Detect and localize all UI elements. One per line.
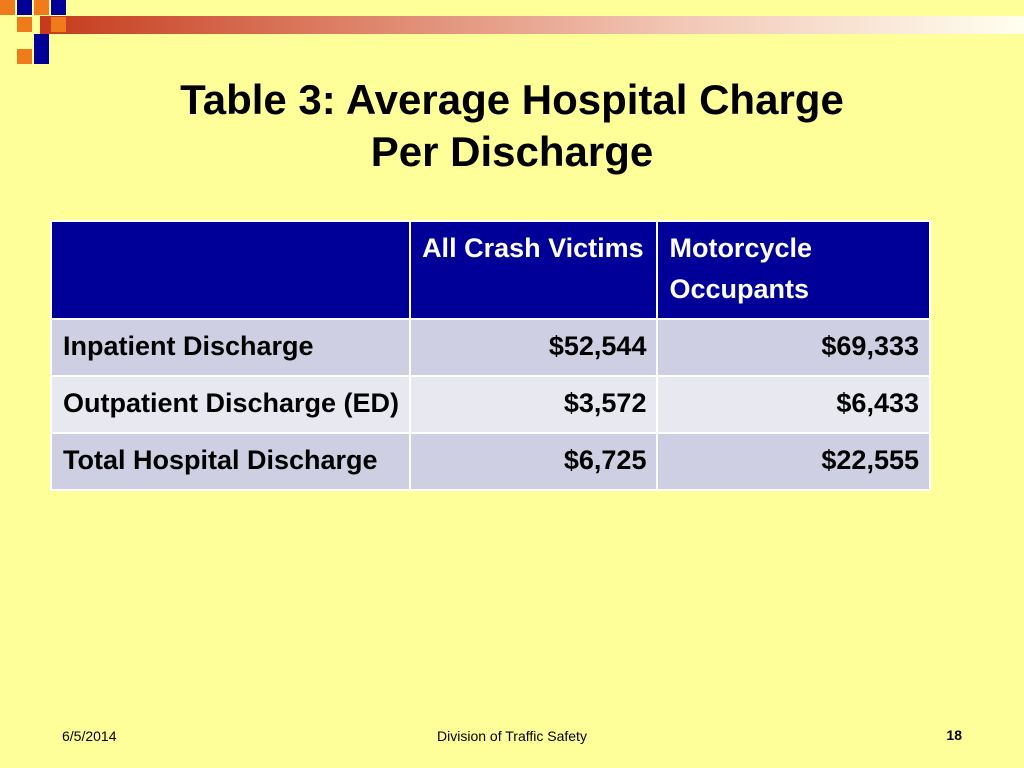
cell-outpatient-motorcycle: $6,433	[656, 375, 931, 434]
header-cell-motorcycle-occupants: Motorcycle Occupants	[656, 220, 931, 320]
page-number: 18	[946, 727, 962, 743]
cell-total-motorcycle: $22,555	[656, 432, 931, 491]
cell-outpatient-all-crash: $3,572	[409, 375, 659, 434]
footer-date: 6/5/2014	[62, 728, 117, 744]
cell-inpatient-all-crash: $52,544	[409, 318, 659, 377]
table-row: Total Hospital Discharge $6,725 $22,555	[49, 432, 931, 491]
table-row: Inpatient Discharge $52,544 $69,333	[49, 318, 931, 377]
footer-organization: Division of Traffic Safety	[437, 728, 587, 744]
row-label-outpatient: Outpatient Discharge (ED)	[49, 375, 412, 434]
row-label-inpatient: Inpatient Discharge	[49, 318, 412, 377]
slide-title-line-2: Per Discharge	[370, 128, 654, 175]
cell-total-all-crash: $6,725	[409, 432, 659, 491]
top-gradient-bar	[40, 16, 1024, 34]
table-header-row: All Crash Victims Motorcycle Occupants	[49, 220, 931, 320]
slide-title-line-1: Table 3: Average Hospital Charge	[180, 76, 844, 123]
header-cell-empty	[49, 220, 412, 320]
row-label-total: Total Hospital Discharge	[49, 432, 412, 491]
charge-table: All Crash Victims Motorcycle Occupants I…	[49, 220, 931, 491]
header-cell-all-crash-victims: All Crash Victims	[409, 220, 659, 320]
cell-inpatient-motorcycle: $69,333	[656, 318, 931, 377]
slide-title: Table 3: Average Hospital Charge Per Dis…	[60, 74, 964, 178]
decorative-squares-icon	[0, 0, 66, 64]
table-row: Outpatient Discharge (ED) $3,572 $6,433	[49, 375, 931, 434]
